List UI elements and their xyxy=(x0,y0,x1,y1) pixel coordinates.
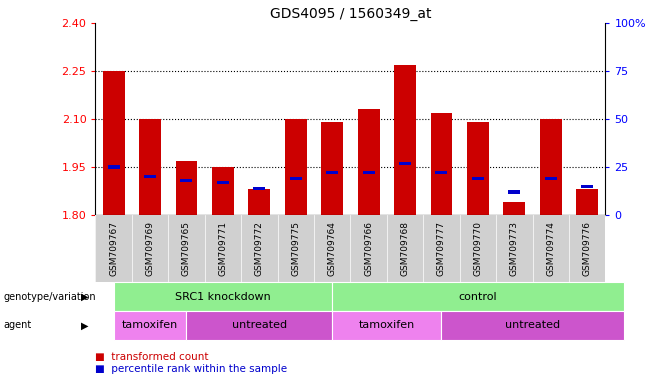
Bar xyxy=(249,189,270,215)
Text: ■  transformed count: ■ transformed count xyxy=(95,352,209,362)
Bar xyxy=(139,119,161,215)
Text: GSM709768: GSM709768 xyxy=(401,221,409,276)
Text: GSM709770: GSM709770 xyxy=(473,221,482,276)
Text: GSM709772: GSM709772 xyxy=(255,221,264,276)
Bar xyxy=(467,122,489,215)
Bar xyxy=(108,166,120,169)
Text: ▶: ▶ xyxy=(82,291,89,302)
Text: tamoxifen: tamoxifen xyxy=(122,320,178,331)
Text: GSM709773: GSM709773 xyxy=(510,221,519,276)
Bar xyxy=(394,65,416,215)
Text: untreated: untreated xyxy=(232,320,287,331)
Text: GSM709764: GSM709764 xyxy=(328,221,337,276)
Text: GSM709765: GSM709765 xyxy=(182,221,191,276)
Bar xyxy=(103,71,124,215)
Text: GSM709766: GSM709766 xyxy=(364,221,373,276)
Bar xyxy=(253,187,265,190)
Bar xyxy=(581,185,593,188)
Bar xyxy=(540,119,562,215)
Text: control: control xyxy=(459,291,497,302)
Bar xyxy=(217,181,229,184)
Text: ▶: ▶ xyxy=(82,320,89,331)
Text: untreated: untreated xyxy=(505,320,560,331)
Title: GDS4095 / 1560349_at: GDS4095 / 1560349_at xyxy=(270,7,431,21)
Bar xyxy=(326,171,338,174)
Text: GSM709771: GSM709771 xyxy=(218,221,228,276)
Bar xyxy=(576,189,598,215)
Bar xyxy=(285,119,307,215)
Text: genotype/variation: genotype/variation xyxy=(3,291,96,302)
Text: tamoxifen: tamoxifen xyxy=(359,320,415,331)
Bar xyxy=(180,179,193,182)
Text: GSM709777: GSM709777 xyxy=(437,221,446,276)
Bar xyxy=(399,162,411,165)
Text: GSM709769: GSM709769 xyxy=(145,221,155,276)
Bar xyxy=(144,175,156,178)
Bar xyxy=(358,109,380,215)
Text: agent: agent xyxy=(3,320,32,331)
Bar xyxy=(436,171,447,174)
Text: GSM709776: GSM709776 xyxy=(582,221,592,276)
Bar xyxy=(363,171,374,174)
Text: GSM709775: GSM709775 xyxy=(291,221,300,276)
Bar xyxy=(176,161,197,215)
Text: GSM709774: GSM709774 xyxy=(546,221,555,276)
Text: SRC1 knockdown: SRC1 knockdown xyxy=(175,291,271,302)
Bar xyxy=(290,177,302,180)
Bar xyxy=(321,122,343,215)
Bar xyxy=(508,190,520,194)
Text: GSM709767: GSM709767 xyxy=(109,221,118,276)
Text: ■  percentile rank within the sample: ■ percentile rank within the sample xyxy=(95,364,288,374)
Bar xyxy=(430,113,453,215)
Bar xyxy=(472,177,484,180)
Bar xyxy=(212,167,234,215)
Bar xyxy=(545,177,557,180)
Bar xyxy=(503,202,525,215)
